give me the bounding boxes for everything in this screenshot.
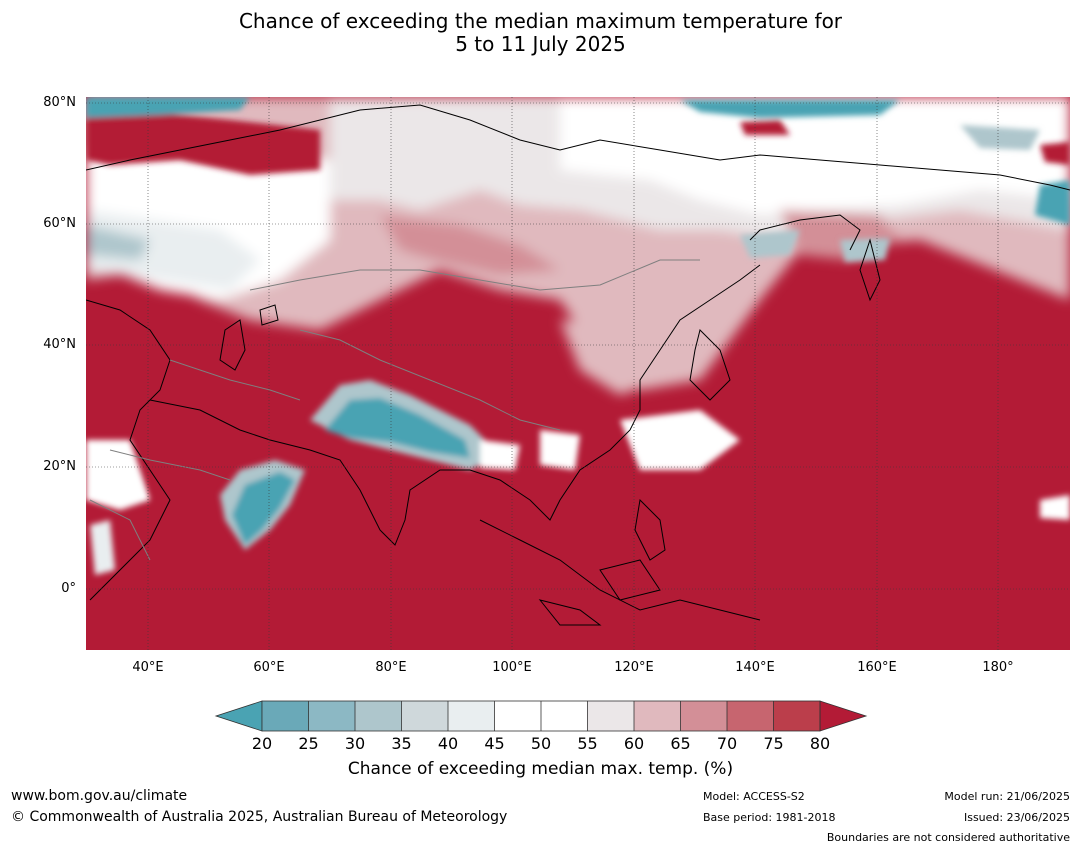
colorbar-bin-35-40: [401, 701, 448, 731]
lat-label-60n: 60°N: [43, 216, 76, 231]
lon-label-160e: 160°E: [857, 660, 897, 675]
title-line-1: Chance of exceeding the median maximum t…: [238, 9, 843, 33]
field-north: [86, 97, 1070, 395]
title-line-2: 5 to 11 July 2025: [455, 32, 626, 56]
colorbar-tick-45: 45: [484, 734, 505, 753]
lon-label-80e: 80°E: [375, 660, 407, 675]
lon-label-120e: 120°E: [614, 660, 654, 675]
lon-label-40e: 40°E: [132, 660, 164, 675]
website-link[interactable]: www.bom.gov.au/climate: [11, 788, 188, 804]
colorbar-tick-55: 55: [577, 734, 598, 753]
issued-text: Issued: 23/06/2025: [963, 811, 1070, 824]
colorbar-bin-50-55: [541, 701, 588, 731]
field-arctic: [86, 97, 1070, 262]
map-title: Chance of exceeding the median maximum t…: [0, 10, 1081, 56]
colorbar-bin-60-65: [634, 701, 681, 731]
colorbar-bin-65-70: [680, 701, 727, 731]
graticule: [86, 97, 1070, 650]
colorbar-label: Chance of exceeding median max. temp. (%…: [347, 759, 734, 779]
colorbar-bin-45-50: [494, 701, 541, 731]
lon-label-140e: 140°E: [735, 660, 775, 675]
colorbar-tick-70: 70: [716, 734, 738, 753]
lat-label-80n: 80°N: [43, 95, 76, 110]
copyright-text: © Commonwealth of Australia 2025, Austra…: [11, 809, 508, 825]
model-text: Model: ACCESS-S2: [703, 790, 805, 803]
lat-label-0: 0°: [61, 581, 76, 596]
colorbar-high-arrow: [819, 700, 868, 732]
colorbar-bin-40-45: [448, 701, 495, 731]
colorbar-tick-65: 65: [670, 734, 691, 753]
lat-label-20n: 20°N: [43, 459, 76, 474]
colorbar-bin-25-30: [308, 701, 355, 731]
boundaries-note: Boundaries are not considered authoritat…: [826, 831, 1070, 844]
colorbar-tick-50: 50: [530, 734, 552, 753]
colorbar-bin-30-35: [355, 701, 402, 731]
map-field: [86, 97, 1070, 650]
colorbar-tick-35: 35: [391, 734, 412, 753]
colorbar-tick-25: 25: [298, 734, 319, 753]
colorbar-tick-60: 60: [623, 734, 645, 753]
base-period-text: Base period: 1981-2018: [703, 811, 836, 824]
colorbar-bin-75-80: [773, 701, 820, 731]
colorbar-bin-20-25: [262, 701, 309, 731]
colorbar-tick-30: 30: [344, 734, 366, 753]
colorbar-tick-75: 75: [763, 734, 784, 753]
lon-label-60e: 60°E: [253, 660, 285, 675]
colorbar-bin-70-75: [727, 701, 774, 731]
colorbar: [214, 700, 868, 732]
colorbar-tick-80: 80: [809, 734, 831, 753]
colorbar-tick-40: 40: [437, 734, 459, 753]
borders: [89, 259, 700, 561]
lon-label-180: 180°: [982, 660, 1014, 675]
lat-label-40n: 40°N: [43, 337, 76, 352]
model-run-text: Model run: 21/06/2025: [944, 790, 1070, 803]
colorbar-low-arrow: [214, 700, 263, 732]
field-india: [86, 380, 1070, 575]
coastlines: [86, 104, 1070, 626]
colorbar-tick-20: 20: [251, 734, 273, 753]
lon-label-100e: 100°E: [492, 660, 532, 675]
colorbar-bin-55-60: [587, 701, 634, 731]
